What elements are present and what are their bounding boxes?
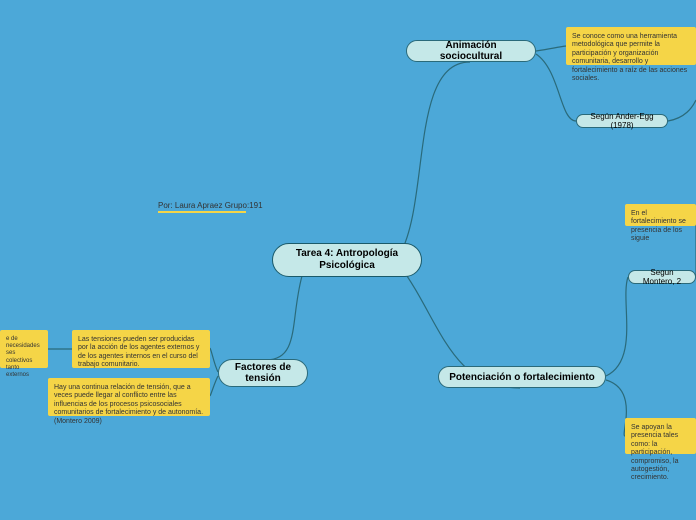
branch-potenciacion[interactable]: Potenciación o fortalecimiento [438,366,606,388]
sub-montero[interactable]: Segun Montero, 2 [628,270,696,284]
mindmap-canvas: Por: Laura Apraez Grupo:191 Tarea 4: Ant… [0,0,696,520]
note-animacion-desc: Se conoce como una herramienta metodológ… [566,27,696,65]
center-node[interactable]: Tarea 4: Antropología Psicológica [272,243,422,277]
note-relacion: Hay una continua relación de tensión, qu… [48,378,210,416]
note-tensiones: Las tensiones pueden ser producidas por … [72,330,210,368]
author-underline [158,211,246,213]
note-necesidades: e de necesidades ses colectivos tanto ex… [0,330,48,368]
branch-factores[interactable]: Factores de tensión [218,359,308,387]
note-apoyan: Se apoyan la presencia tales como: la pa… [625,418,696,454]
note-fortalecimiento: En el fortalecimiento se presencia de lo… [625,204,696,226]
sub-ander-egg[interactable]: Según Ander-Egg (1978) [576,114,668,128]
author-label: Por: Laura Apraez Grupo:191 [158,201,263,210]
branch-animacion[interactable]: Animación sociocultural [406,40,536,62]
